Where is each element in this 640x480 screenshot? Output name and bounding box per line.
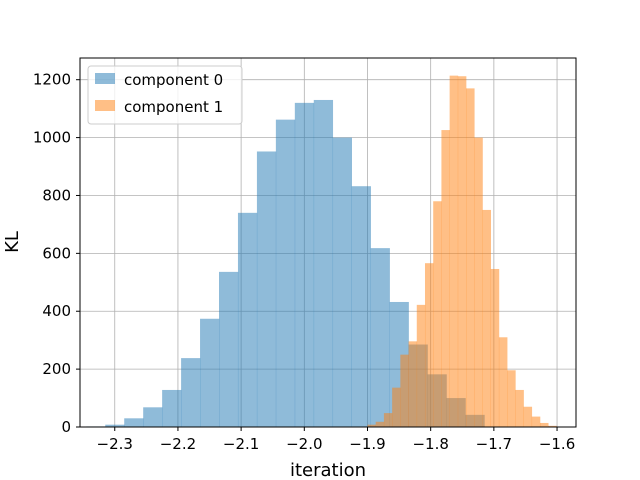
histogram-bar [237,212,258,427]
histogram-bar [400,354,409,427]
y-axis-title: KL [2,231,23,253]
histogram-bar [474,137,483,427]
histogram-bar [294,102,315,427]
histogram-bar [256,151,277,428]
y-tick-label: 600 [42,244,71,262]
histogram-bar [490,268,500,427]
histogram-bar [219,271,239,427]
histogram-bar [124,418,144,427]
y-tick-label: 800 [42,186,71,204]
legend-swatch-component-1 [95,100,115,111]
histogram-bar [408,341,418,427]
histogram-bar [449,75,459,428]
histogram-bar [200,318,220,427]
y-tick-label: 400 [42,302,71,320]
series-0-bars [86,99,485,428]
histogram-bar [531,416,541,427]
legend-box [87,65,243,125]
y-tick-label: 1200 [33,71,71,89]
x-axis-title: iteration [290,460,366,480]
y-tick-label: 0 [61,418,71,436]
histogram-bar [105,424,125,427]
histogram-bar [332,137,352,427]
x-tick-label: −2.2 [160,435,196,453]
histogram-bar [433,201,442,427]
histogram-bar [313,99,334,427]
histogram-bar [351,186,371,427]
histogram-bar [275,119,296,427]
histogram-bar [416,304,426,427]
histogram-bar [457,76,467,427]
histogram-bar [370,248,390,427]
legend: component 0 component 1 [87,65,243,125]
x-tick-label: −2.1 [223,435,259,453]
plot-frame [79,57,577,428]
x-tick-label: −1.6 [539,435,575,453]
histogram-bar [523,406,533,427]
legend-label-component-0: component 0 [124,71,223,89]
series-1-bars [367,75,557,428]
histogram-bar [162,389,182,427]
histogram-bar [507,370,516,427]
histogram-bar [181,358,201,427]
y-axis-ticks: 0 200 400 600 800 1000 1200 [33,71,80,436]
histogram-bar [548,425,557,427]
x-tick-label: −1.8 [412,435,448,453]
x-tick-label: −2.3 [97,435,133,453]
x-tick-label: −1.9 [349,435,385,453]
histogram-bar [466,88,475,427]
x-axis-ticks: −2.3 −2.2 −2.1 −2.0 −1.9 −1.8 −1.7 −1.6 [97,427,575,453]
histogram-bar [441,130,450,427]
y-tick-label: 200 [42,360,71,378]
y-tick-label: 1000 [33,129,71,147]
histogram-bar [383,413,393,427]
histogram-bar [424,263,434,427]
x-tick-label: −1.7 [476,435,512,453]
histogram-bar [375,421,385,427]
histogram-bars [86,75,557,428]
legend-label-component-1: component 1 [124,98,223,116]
histogram-bar [367,424,377,427]
histogram-bar [515,389,524,427]
histogram-bar [482,209,492,427]
x-tick-label: −2.0 [286,435,322,453]
histogram-bar [539,422,549,427]
legend-swatch-component-0 [95,73,115,84]
histogram-bar [143,407,163,427]
histogram-bar [392,387,401,427]
histogram-bar [498,337,508,427]
